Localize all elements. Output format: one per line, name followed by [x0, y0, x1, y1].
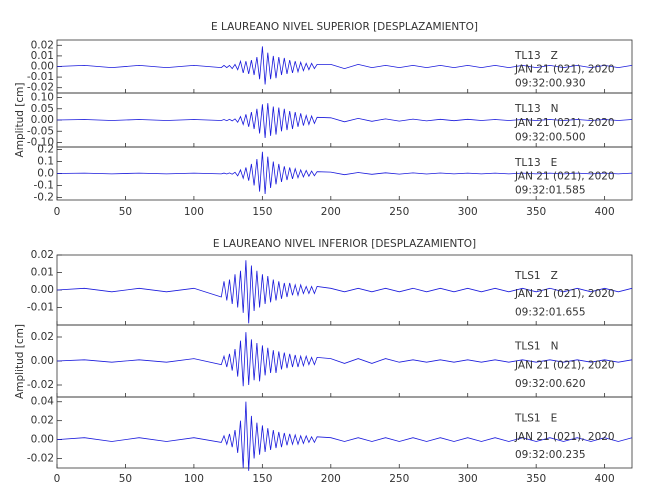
y-tick-label: -0.02 [27, 379, 54, 391]
y-tick-label: -0.01 [27, 302, 54, 314]
x-tick-label: 350 [526, 473, 546, 485]
y-tick-label: 0.02 [31, 249, 54, 261]
y-tick-label: -0.01 [27, 71, 54, 83]
x-tick-label: 100 [184, 473, 204, 485]
y-tick-label: 0.05 [31, 103, 54, 115]
trace-annotation: TL13 E [514, 157, 557, 169]
trace-annotation: 09:32:00.500 [515, 131, 586, 143]
trace-annotation: JAN 21 (021), 2020 [514, 171, 615, 183]
y-tick-label: 0.0 [37, 168, 54, 180]
y-tick-label: 0.01 [31, 50, 54, 62]
y-tick-label: 0.02 [31, 39, 54, 51]
y-axis-label: Amplitud [cm] [14, 324, 26, 399]
trace-annotation: TL13 N [514, 103, 559, 115]
y-tick-label: -0.05 [27, 125, 54, 137]
trace-annotation: TLS1 N [514, 341, 558, 353]
waveform [56, 103, 633, 139]
y-tick-label: 0.02 [31, 331, 54, 343]
y-tick-label: 0.2 [37, 143, 54, 155]
trace-annotation: 09:32:00.235 [515, 449, 586, 461]
y-axis-label: Amplitud [cm] [14, 83, 26, 158]
trace-annotation: TLS1 E [514, 412, 557, 424]
y-tick-label: 0.1 [37, 155, 54, 167]
y-tick-label: 0.00 [31, 355, 54, 367]
trace-annotation: 09:32:01.585 [515, 184, 586, 196]
y-tick-label: -0.02 [27, 453, 54, 465]
y-tick-label: 0.00 [31, 434, 54, 446]
waveform [56, 151, 633, 195]
trace-annotation: 09:32:01.655 [515, 306, 586, 318]
x-tick-label: 150 [252, 473, 272, 485]
x-tick-label: 250 [389, 206, 409, 218]
y-tick-label: 0.00 [31, 114, 54, 126]
x-tick-label: 350 [526, 206, 546, 218]
panel-frame [56, 396, 633, 469]
y-tick-label: 0.01 [31, 267, 54, 279]
y-tick-label: 0.02 [31, 415, 54, 427]
waveform [56, 46, 633, 85]
x-tick-label: 0 [54, 473, 61, 485]
x-tick-label: 50 [119, 473, 132, 485]
y-tick-label: 0.04 [31, 396, 55, 408]
x-tick-label: 200 [321, 473, 341, 485]
x-tick-label: 300 [458, 473, 478, 485]
waveform [56, 332, 633, 387]
y-tick-label: -0.02 [27, 82, 54, 94]
chart-title: E LAUREANO NIVEL INFERIOR [DESPLAZAMIENT… [213, 238, 476, 250]
waveform [56, 260, 633, 324]
chart-title: E LAUREANO NIVEL SUPERIOR [DESPLAZAMIENT… [211, 21, 478, 33]
waveform [56, 401, 633, 471]
y-tick-label: 0.00 [31, 284, 54, 296]
trace-annotation: JAN 21 (021), 2020 [514, 117, 615, 129]
x-tick-label: 200 [321, 206, 341, 218]
trace-annotation: TL13 Z [514, 50, 558, 62]
x-tick-label: 0 [54, 206, 61, 218]
trace-annotation: 09:32:00.620 [515, 378, 586, 390]
y-tick-label: 0.10 [31, 92, 54, 104]
trace-annotation: TLS1 Z [514, 270, 558, 282]
trace-annotation: 09:32:00.930 [515, 77, 586, 89]
x-tick-label: 400 [595, 206, 615, 218]
x-tick-label: 50 [119, 206, 132, 218]
y-tick-label: -0.10 [27, 137, 54, 149]
x-tick-label: 100 [184, 206, 204, 218]
trace-annotation: JAN 21 (021), 2020 [514, 64, 615, 76]
y-tick-label: -0.2 [34, 192, 55, 204]
x-tick-label: 250 [389, 473, 409, 485]
trace-annotation: JAN 21 (021), 2020 [514, 431, 615, 443]
y-tick-label: 0.00 [31, 61, 54, 73]
x-tick-label: 150 [252, 206, 272, 218]
y-tick-label: -0.1 [34, 180, 55, 192]
trace-annotation: JAN 21 (021), 2020 [514, 359, 615, 371]
trace-annotation: JAN 21 (021), 2020 [514, 288, 615, 300]
x-tick-label: 400 [595, 473, 615, 485]
x-tick-label: 300 [458, 206, 478, 218]
